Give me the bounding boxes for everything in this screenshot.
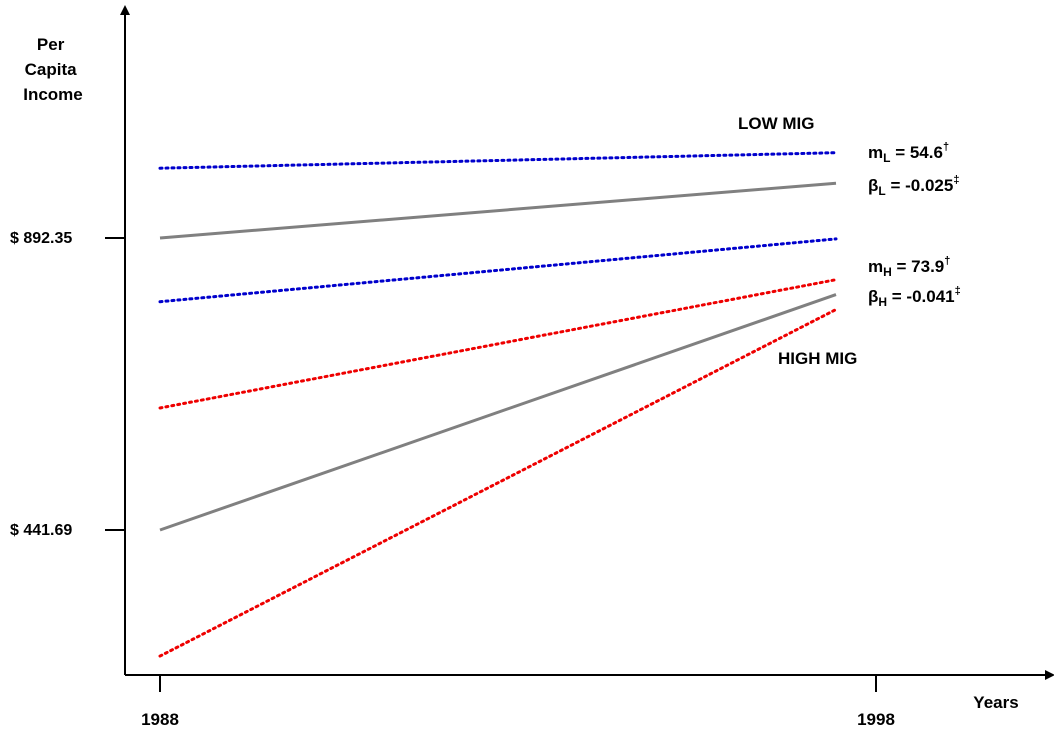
series-line-1-upper — [158, 151, 838, 170]
series-label-low-mig: LOW MIG — [738, 114, 814, 133]
series-line-3-fit — [159, 293, 837, 532]
x-tick-label: 1998 — [857, 710, 895, 729]
series-line-0-fit — [159, 181, 837, 240]
y-axis-title: Per Capita Income — [23, 35, 83, 104]
x-tick-label: 1988 — [141, 710, 179, 729]
series-label-high-mig: HIGH MIG — [778, 349, 857, 368]
y-axis-title-line-3: Income — [23, 85, 83, 104]
y-axis-title-line-2: Capita — [25, 60, 78, 79]
series-layer — [158, 151, 838, 658]
y-tick-label: $ 892.35 — [10, 230, 72, 247]
annotation-m-low: mL = 54.6† — [868, 141, 949, 165]
annotation-beta-high: βH = -0.041‡ — [868, 285, 961, 309]
series-line-5-lower — [158, 308, 838, 658]
series-line-2-lower — [158, 237, 838, 304]
annotation-beta-low: βL = -0.025‡ — [868, 174, 959, 198]
y-axis-title-line-1: Per — [37, 35, 65, 54]
y-tick-label: $ 441.69 — [10, 522, 72, 539]
x-axis-title: Years — [973, 693, 1018, 712]
annotation-m-high: mH = 73.9† — [868, 255, 950, 279]
series-line-4-upper — [158, 278, 838, 410]
